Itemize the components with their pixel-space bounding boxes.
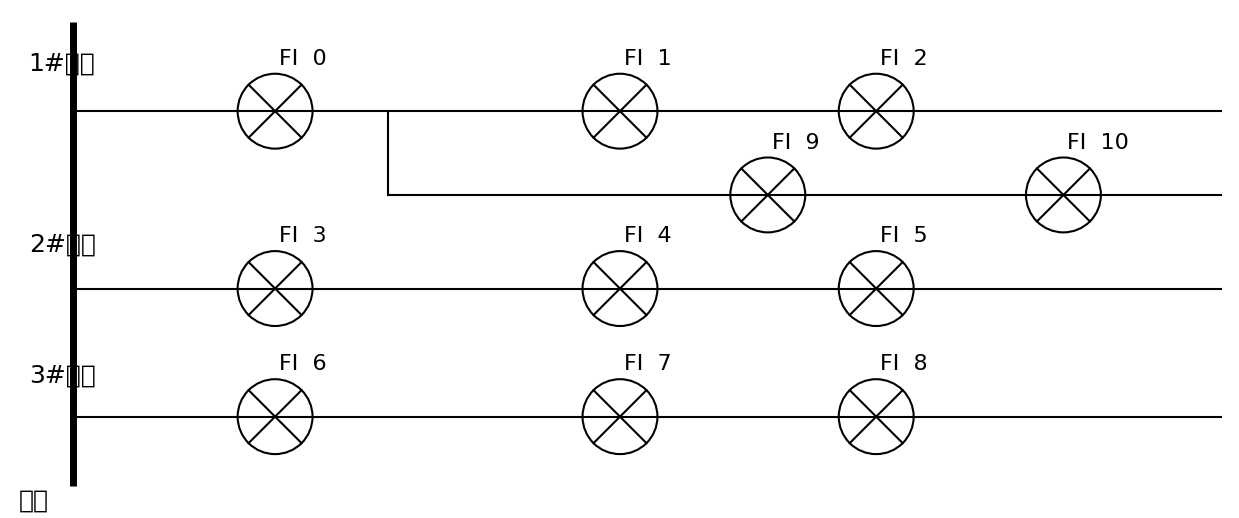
Text: 1#线路: 1#线路 [28, 52, 95, 76]
Text: FI  9: FI 9 [772, 133, 819, 153]
Text: FI  10: FI 10 [1067, 133, 1129, 153]
Text: FI  0: FI 0 [279, 49, 327, 69]
Text: 3#线路: 3#线路 [28, 363, 95, 387]
Text: FI  6: FI 6 [279, 354, 326, 375]
Text: 2#线路: 2#线路 [28, 232, 95, 256]
Text: FI  4: FI 4 [623, 226, 672, 246]
Text: FI  5: FI 5 [880, 226, 928, 246]
Text: FI  2: FI 2 [880, 49, 928, 69]
Text: FI  7: FI 7 [623, 354, 672, 375]
Text: 母线: 母线 [19, 488, 48, 512]
Text: FI  1: FI 1 [623, 49, 672, 69]
Text: FI  8: FI 8 [880, 354, 928, 375]
Text: FI  3: FI 3 [279, 226, 326, 246]
